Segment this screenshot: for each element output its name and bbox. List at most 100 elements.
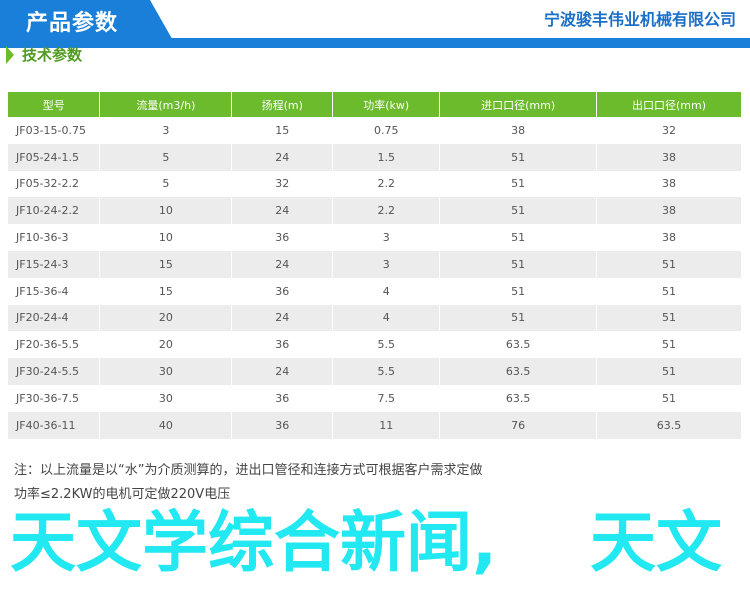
- table-cell: 51: [596, 277, 742, 305]
- table-cell: 3: [332, 250, 441, 278]
- table-cell: 38: [596, 170, 742, 198]
- table-cell: 36: [231, 411, 334, 439]
- table-cell: 10: [99, 197, 233, 225]
- column-header: 功率(kw): [332, 92, 441, 117]
- table-row: JF10-24-2.2 10 24 2.2 51 38: [8, 197, 742, 225]
- table-cell: 11: [332, 411, 441, 439]
- table-cell: 24: [231, 197, 334, 225]
- table-cell: 51: [439, 277, 598, 305]
- column-header: 扬程(m): [231, 92, 334, 117]
- table-cell: 2.2: [332, 170, 441, 198]
- table-cell: 51: [439, 197, 598, 225]
- table-cell: JF10-36-3: [8, 224, 101, 251]
- table-cell: JF15-36-4: [8, 277, 101, 305]
- overlay-text-line-1: 天文学综合新闻,: [10, 504, 498, 581]
- spec-table: 型号 流量(m3/h) 扬程(m) 功率(kw) 进口口径(mm) 出口口径(mm) JF…: [8, 92, 742, 439]
- table-cell: 32: [596, 117, 742, 144]
- table-cell: 5.5: [332, 331, 441, 359]
- table-cell: 36: [231, 277, 334, 305]
- table-cell: JF20-24-4: [8, 304, 101, 332]
- table-cell: 5: [99, 143, 233, 171]
- table-cell: JF05-24-1.5: [8, 143, 101, 171]
- table-cell: 51: [439, 170, 598, 198]
- table-cell: 24: [231, 250, 334, 278]
- table-cell: 51: [596, 304, 742, 332]
- table-row: JF05-24-1.5 5 24 1.5 51 38: [8, 143, 742, 171]
- table-cell: 7.5: [332, 384, 441, 412]
- table-cell: 32: [231, 170, 334, 198]
- table-row: JF10-36-3 10 36 3 51 38: [8, 224, 742, 251]
- table-cell: 15: [99, 250, 233, 278]
- table-cell: 15: [231, 117, 334, 144]
- section-title: 技术参数: [22, 46, 83, 64]
- table-cell: 63.5: [439, 331, 598, 359]
- table-cell: 40: [99, 411, 233, 439]
- column-header: 进口口径(mm): [439, 92, 598, 117]
- table-row: JF20-24-4 20 24 4 51 51: [8, 304, 742, 332]
- table-cell: 76: [439, 411, 598, 439]
- table-cell: 10: [99, 224, 233, 251]
- table-cell: JF30-24-5.5: [8, 358, 101, 385]
- table-cell: 36: [231, 384, 334, 412]
- table-row: JF20-36-5.5 20 36 5.5 63.5 51: [8, 331, 742, 359]
- column-header: 型号: [8, 92, 101, 117]
- table-cell: 30: [99, 384, 233, 412]
- column-header: 出口口径(mm): [596, 92, 742, 117]
- table-cell: JF15-24-3: [8, 250, 101, 278]
- table-cell: 38: [596, 143, 742, 171]
- table-cell: 63.5: [439, 384, 598, 412]
- section-heading: 技术参数: [6, 44, 82, 65]
- table-cell: 20: [99, 304, 233, 332]
- table-cell: 24: [231, 304, 334, 332]
- table-cell: 5.5: [332, 358, 441, 385]
- company-name: 宁波骏丰伟业机械有限公司: [543, 10, 736, 29]
- table-row: JF05-32-2.2 5 32 2.2 51 38: [8, 170, 742, 198]
- table-cell: 51: [596, 250, 742, 278]
- table-cell: 38: [439, 117, 598, 144]
- table-cell: 51: [439, 304, 598, 332]
- note-line-1: 注：以上流量是以“水”为介质测算的，进出口管径和连接方式可根据客户需求定做: [14, 463, 483, 478]
- table-cell: 20: [99, 331, 233, 359]
- table-cell: 38: [596, 224, 742, 251]
- table-cell: 63.5: [439, 358, 598, 385]
- page-header: 产品参数 宁波骏丰伟业机械有限公司: [0, 0, 750, 48]
- table-cell: 15: [99, 277, 233, 305]
- table-cell: 3: [332, 224, 441, 251]
- note-line-2: 功率≤2.2KW的电机可定做220V电压: [14, 487, 231, 502]
- table-cell: JF10-24-2.2: [8, 197, 101, 225]
- table-cell: 51: [596, 331, 742, 359]
- column-header: 流量(m3/h): [99, 92, 233, 117]
- table-cell: 2.2: [332, 197, 441, 225]
- table-row: JF15-36-4 15 36 4 51 51: [8, 277, 742, 305]
- page-title: 产品参数: [26, 11, 119, 36]
- table-cell: 24: [231, 358, 334, 385]
- table-cell: 1.5: [332, 143, 441, 171]
- table-cell: 36: [231, 331, 334, 359]
- table-cell: 51: [596, 384, 742, 412]
- table-cell: 38: [596, 197, 742, 225]
- table-cell: JF20-36-5.5: [8, 331, 101, 359]
- table-cell: 24: [231, 143, 334, 171]
- table-cell: 0.75: [332, 117, 441, 144]
- table-row: JF15-24-3 15 24 3 51 51: [8, 250, 742, 278]
- table-row: JF03-15-0.75 3 15 0.75 38 32: [8, 117, 742, 144]
- overlay-text-line-2: 天文: [590, 504, 722, 581]
- table-row: JF30-36-7.5 30 36 7.5 63.5 51: [8, 384, 742, 412]
- table-cell: 3: [99, 117, 233, 144]
- table-cell: 30: [99, 358, 233, 385]
- table-cell: 4: [332, 277, 441, 305]
- table-row: JF30-24-5.5 30 24 5.5 63.5 51: [8, 358, 742, 385]
- table-cell: 51: [439, 250, 598, 278]
- table-cell: 51: [439, 224, 598, 251]
- table-row: JF40-36-11 40 36 11 76 63.5: [8, 411, 742, 439]
- table-cell: 5: [99, 170, 233, 198]
- table-cell: 51: [439, 143, 598, 171]
- table-cell: 36: [231, 224, 334, 251]
- table-cell: JF05-32-2.2: [8, 170, 101, 198]
- header-divider: [0, 38, 750, 48]
- title-tab: 产品参数: [0, 0, 175, 44]
- table-cell: 63.5: [596, 411, 742, 439]
- table-cell: JF30-36-7.5: [8, 384, 101, 412]
- table-cell: JF40-36-11: [8, 411, 101, 439]
- table-cell: 51: [596, 358, 742, 385]
